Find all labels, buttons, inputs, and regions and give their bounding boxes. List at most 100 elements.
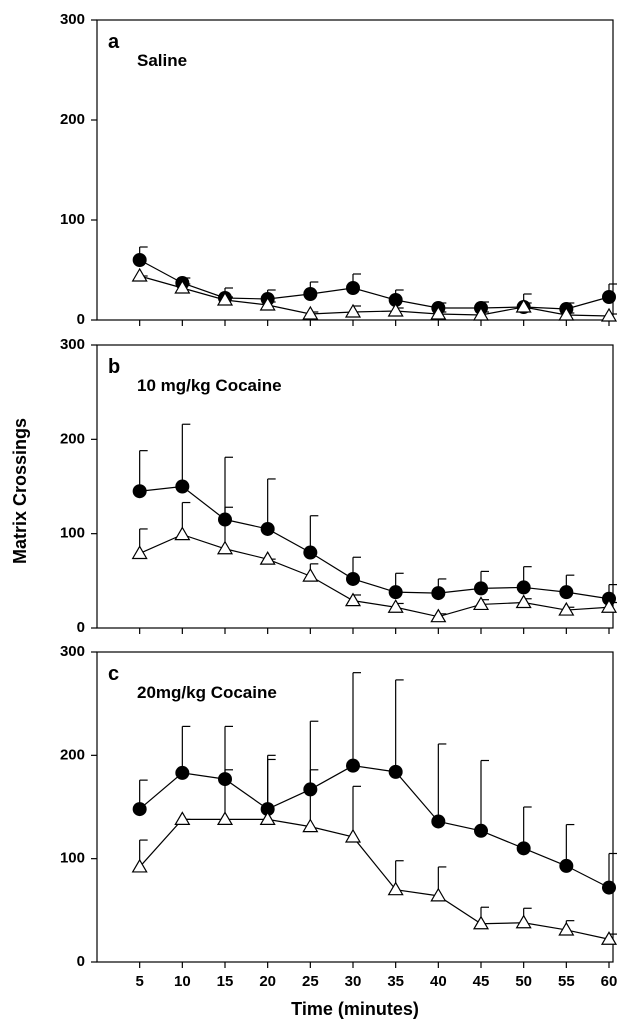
panel-title: Saline — [137, 51, 187, 70]
point — [260, 521, 275, 536]
point — [346, 281, 360, 295]
point — [259, 550, 276, 565]
point — [474, 581, 488, 596]
point — [346, 758, 360, 773]
error-bar — [309, 769, 319, 827]
point — [431, 814, 446, 829]
point — [600, 307, 618, 322]
plot-frame — [96, 651, 614, 963]
series-line — [139, 765, 610, 889]
x-tick-label: 50 — [515, 973, 532, 990]
series-line — [139, 533, 610, 618]
y-tick-label: 0 — [77, 953, 85, 970]
point — [474, 823, 488, 838]
point — [132, 484, 147, 499]
x-tick-label: 45 — [473, 973, 490, 990]
point — [302, 567, 319, 582]
point — [558, 306, 575, 321]
point — [302, 305, 319, 320]
x-tick-label: 55 — [558, 973, 575, 990]
point — [174, 811, 191, 826]
point — [216, 811, 234, 826]
panel-label: b — [108, 356, 120, 378]
point — [559, 585, 574, 600]
y-tick-label: 300 — [60, 11, 85, 28]
point — [174, 526, 191, 541]
point — [344, 303, 362, 318]
point — [216, 291, 234, 306]
x-tick-label: 30 — [345, 973, 362, 990]
y-axis-label: Matrix Crossings — [10, 418, 30, 564]
series — [132, 672, 617, 895]
series-line — [139, 485, 610, 600]
error-bar — [352, 785, 361, 837]
panel-label: a — [108, 31, 120, 53]
x-tick-label: 35 — [387, 973, 404, 990]
plot-frame — [96, 344, 614, 629]
x-tick-label: 25 — [302, 973, 319, 990]
y-tick-label: 300 — [60, 643, 85, 660]
y-tick-label: 100 — [60, 525, 85, 542]
point — [472, 596, 490, 611]
point — [303, 545, 318, 560]
point — [132, 253, 147, 267]
point — [388, 764, 403, 779]
point — [259, 296, 276, 311]
point — [132, 802, 147, 817]
point — [600, 599, 618, 613]
point — [472, 306, 490, 321]
point — [515, 594, 532, 609]
point — [515, 298, 532, 313]
y-tick-label: 200 — [60, 111, 85, 128]
error-bar — [224, 769, 233, 820]
point — [516, 580, 531, 595]
panel-title: 20mg/kg Cocaine — [137, 683, 277, 702]
point — [558, 921, 575, 936]
error-bar — [181, 725, 191, 773]
error-bar — [267, 754, 276, 810]
point — [302, 818, 319, 833]
point — [600, 931, 618, 945]
error-bar — [224, 456, 233, 520]
point — [602, 290, 616, 304]
series-line — [139, 818, 610, 940]
point — [388, 293, 403, 307]
point — [387, 881, 404, 896]
x-tick-label: 20 — [259, 973, 276, 990]
point — [388, 585, 403, 600]
series-line — [139, 275, 610, 317]
x-tick-label: 15 — [217, 973, 234, 990]
y-tick-label: 0 — [77, 619, 85, 636]
point — [387, 599, 404, 613]
y-tick-label: 0 — [77, 311, 85, 328]
point — [472, 915, 490, 930]
point — [346, 571, 360, 586]
point — [344, 828, 362, 843]
series — [132, 246, 617, 316]
point — [516, 841, 531, 856]
point — [559, 858, 574, 873]
y-tick-label: 200 — [60, 430, 85, 447]
point — [387, 302, 404, 317]
x-tick-label: 60 — [601, 973, 618, 990]
panel-title: 10 mg/kg Cocaine — [137, 376, 282, 395]
point — [430, 608, 447, 623]
point — [430, 305, 447, 320]
point — [131, 858, 148, 873]
series — [131, 501, 618, 623]
panel-label: c — [108, 663, 119, 685]
point — [259, 811, 276, 826]
error-bar — [267, 478, 276, 529]
error-bar — [309, 720, 319, 790]
plot-frame — [96, 19, 614, 321]
error-bar — [224, 725, 233, 780]
point — [174, 279, 191, 294]
point — [175, 479, 190, 494]
point — [303, 287, 318, 301]
point — [344, 592, 362, 607]
point — [602, 880, 616, 895]
y-tick-label: 100 — [60, 850, 85, 867]
point — [131, 545, 148, 560]
series — [132, 423, 617, 606]
